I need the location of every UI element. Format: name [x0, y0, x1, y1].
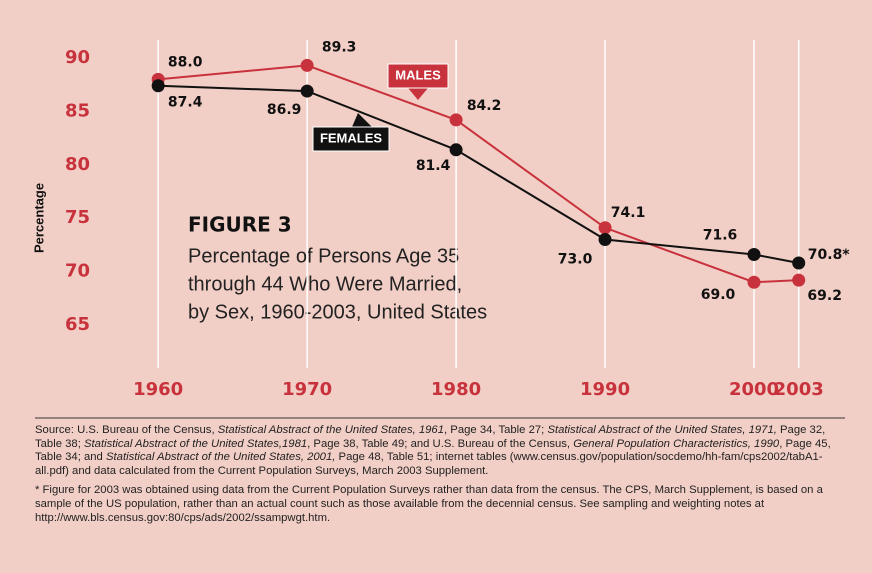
figure-label: FIGURE 3 [188, 213, 292, 237]
y-axis-label: Percentage [31, 183, 46, 253]
x-tick-label: 1980 [431, 379, 481, 400]
source-note: Source: U.S. Bureau of the Census, Stati… [35, 424, 847, 478]
marker [449, 143, 463, 157]
x-tick-label: 1960 [133, 379, 183, 400]
marker [792, 273, 806, 287]
chart: Percentage FIGURE 3 Percentage of Person… [31, 39, 851, 419]
data-label: 71.6 [703, 227, 738, 243]
subtitle: through 44 Who Were Married, [188, 273, 462, 295]
x-tick-label: 2000 [729, 379, 779, 400]
y-tick-label: 90 [65, 47, 90, 68]
y-tick-label: 80 [65, 154, 90, 175]
source-text: Statistical Abstract of the United State… [105, 451, 336, 464]
x-tick-label: 2003 [774, 379, 824, 400]
callout-pointer [408, 88, 428, 100]
source-text: Source: U.S. Bureau of the Census, [35, 424, 218, 436]
marker [449, 113, 463, 127]
source-text: , Page 45, Table 34; and [35, 437, 831, 464]
data-label: 86.9 [267, 102, 302, 118]
marker [792, 256, 806, 270]
legend-label: MALES [395, 67, 441, 82]
data-label: 88.0 [168, 54, 203, 70]
subtitle: by Sex, 1960-2003, United States [188, 301, 487, 323]
marker [151, 79, 165, 93]
source-text: Page 32, Table 38; [35, 424, 826, 450]
callout-box [312, 126, 390, 152]
notes: Source: U.S. Bureau of the Census, Stati… [35, 424, 847, 531]
y-tick-label: 75 [65, 207, 90, 228]
source-text: General Population Characteristics, 1990 [573, 437, 780, 450]
y-tick-label: 70 [65, 261, 90, 282]
x-tick-label: 1970 [282, 379, 332, 400]
data-label: 73.0 [558, 252, 593, 268]
line [158, 64, 799, 284]
source-text: Page 48, Table 51; internet tables (www.… [35, 451, 823, 477]
data-label: 87.4 [168, 95, 203, 111]
marker [300, 84, 314, 98]
legend-label: FEMALES [320, 130, 382, 145]
callout-pointer [352, 113, 372, 127]
marker [598, 233, 612, 247]
data-label: 89.3 [322, 39, 357, 55]
data-label: 69.2 [807, 288, 842, 304]
source-text: Statistical Abstract of the United State… [217, 424, 445, 436]
source-text: , Page 38, Table 49; and U.S. Bureau of … [307, 437, 574, 450]
line [158, 84, 799, 264]
data-label: 84.2 [467, 98, 502, 114]
y-tick-label: 85 [65, 100, 90, 121]
callout-box [387, 63, 449, 89]
marker [300, 58, 314, 72]
marker [598, 221, 612, 235]
subtitle: Percentage of Persons Age 35 [188, 245, 459, 267]
source-text: Statistical Abstract of the United State… [84, 437, 308, 450]
data-label: 81.4 [416, 158, 451, 174]
source-text: , Page 34, Table 27; [444, 424, 548, 436]
source-text: Statistical Abstract of the United State… [547, 424, 777, 436]
x-tick-label: 1990 [580, 379, 630, 400]
marker [747, 275, 761, 289]
data-label: 70.8* [808, 247, 851, 263]
data-label: 74.1 [611, 205, 646, 221]
footnote: * Figure for 2003 was obtained using dat… [35, 484, 823, 524]
y-tick-label: 65 [65, 314, 90, 335]
data-label: 69.0 [701, 287, 736, 303]
marker [747, 247, 761, 261]
